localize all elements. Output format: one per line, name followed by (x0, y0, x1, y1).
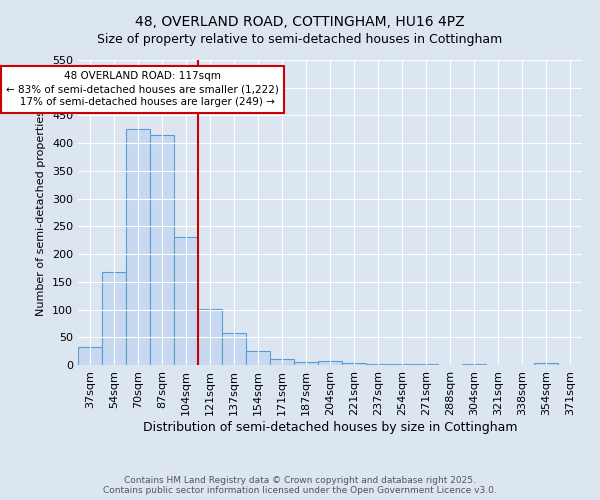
Bar (414, 364, 438, 365)
Bar (198, 309, 222, 365)
Bar (318, 360, 342, 365)
Bar (102, 272, 126, 365)
Text: Size of property relative to semi-detached houses in Cottingham: Size of property relative to semi-detach… (97, 32, 503, 46)
Y-axis label: Number of semi-detached properties: Number of semi-detached properties (37, 110, 46, 316)
Bar (246, 351, 270, 365)
Text: 48 OVERLAND ROAD: 117sqm
← 83% of semi-detached houses are smaller (1,222)
   17: 48 OVERLAND ROAD: 117sqm ← 83% of semi-d… (7, 71, 279, 108)
Bar (174, 238, 198, 365)
Bar (270, 360, 294, 365)
Bar (78, 348, 102, 365)
Bar (150, 135, 174, 365)
Bar (342, 364, 366, 365)
Bar (390, 364, 414, 365)
Bar (534, 364, 558, 365)
Text: Contains HM Land Registry data © Crown copyright and database right 2025.
Contai: Contains HM Land Registry data © Crown c… (103, 476, 497, 495)
Bar (126, 130, 150, 365)
Bar (222, 333, 246, 365)
X-axis label: Distribution of semi-detached houses by size in Cottingham: Distribution of semi-detached houses by … (143, 420, 517, 434)
Bar (294, 362, 318, 365)
Bar (366, 364, 390, 365)
Text: 48, OVERLAND ROAD, COTTINGHAM, HU16 4PZ: 48, OVERLAND ROAD, COTTINGHAM, HU16 4PZ (135, 15, 465, 29)
Bar (462, 364, 486, 365)
